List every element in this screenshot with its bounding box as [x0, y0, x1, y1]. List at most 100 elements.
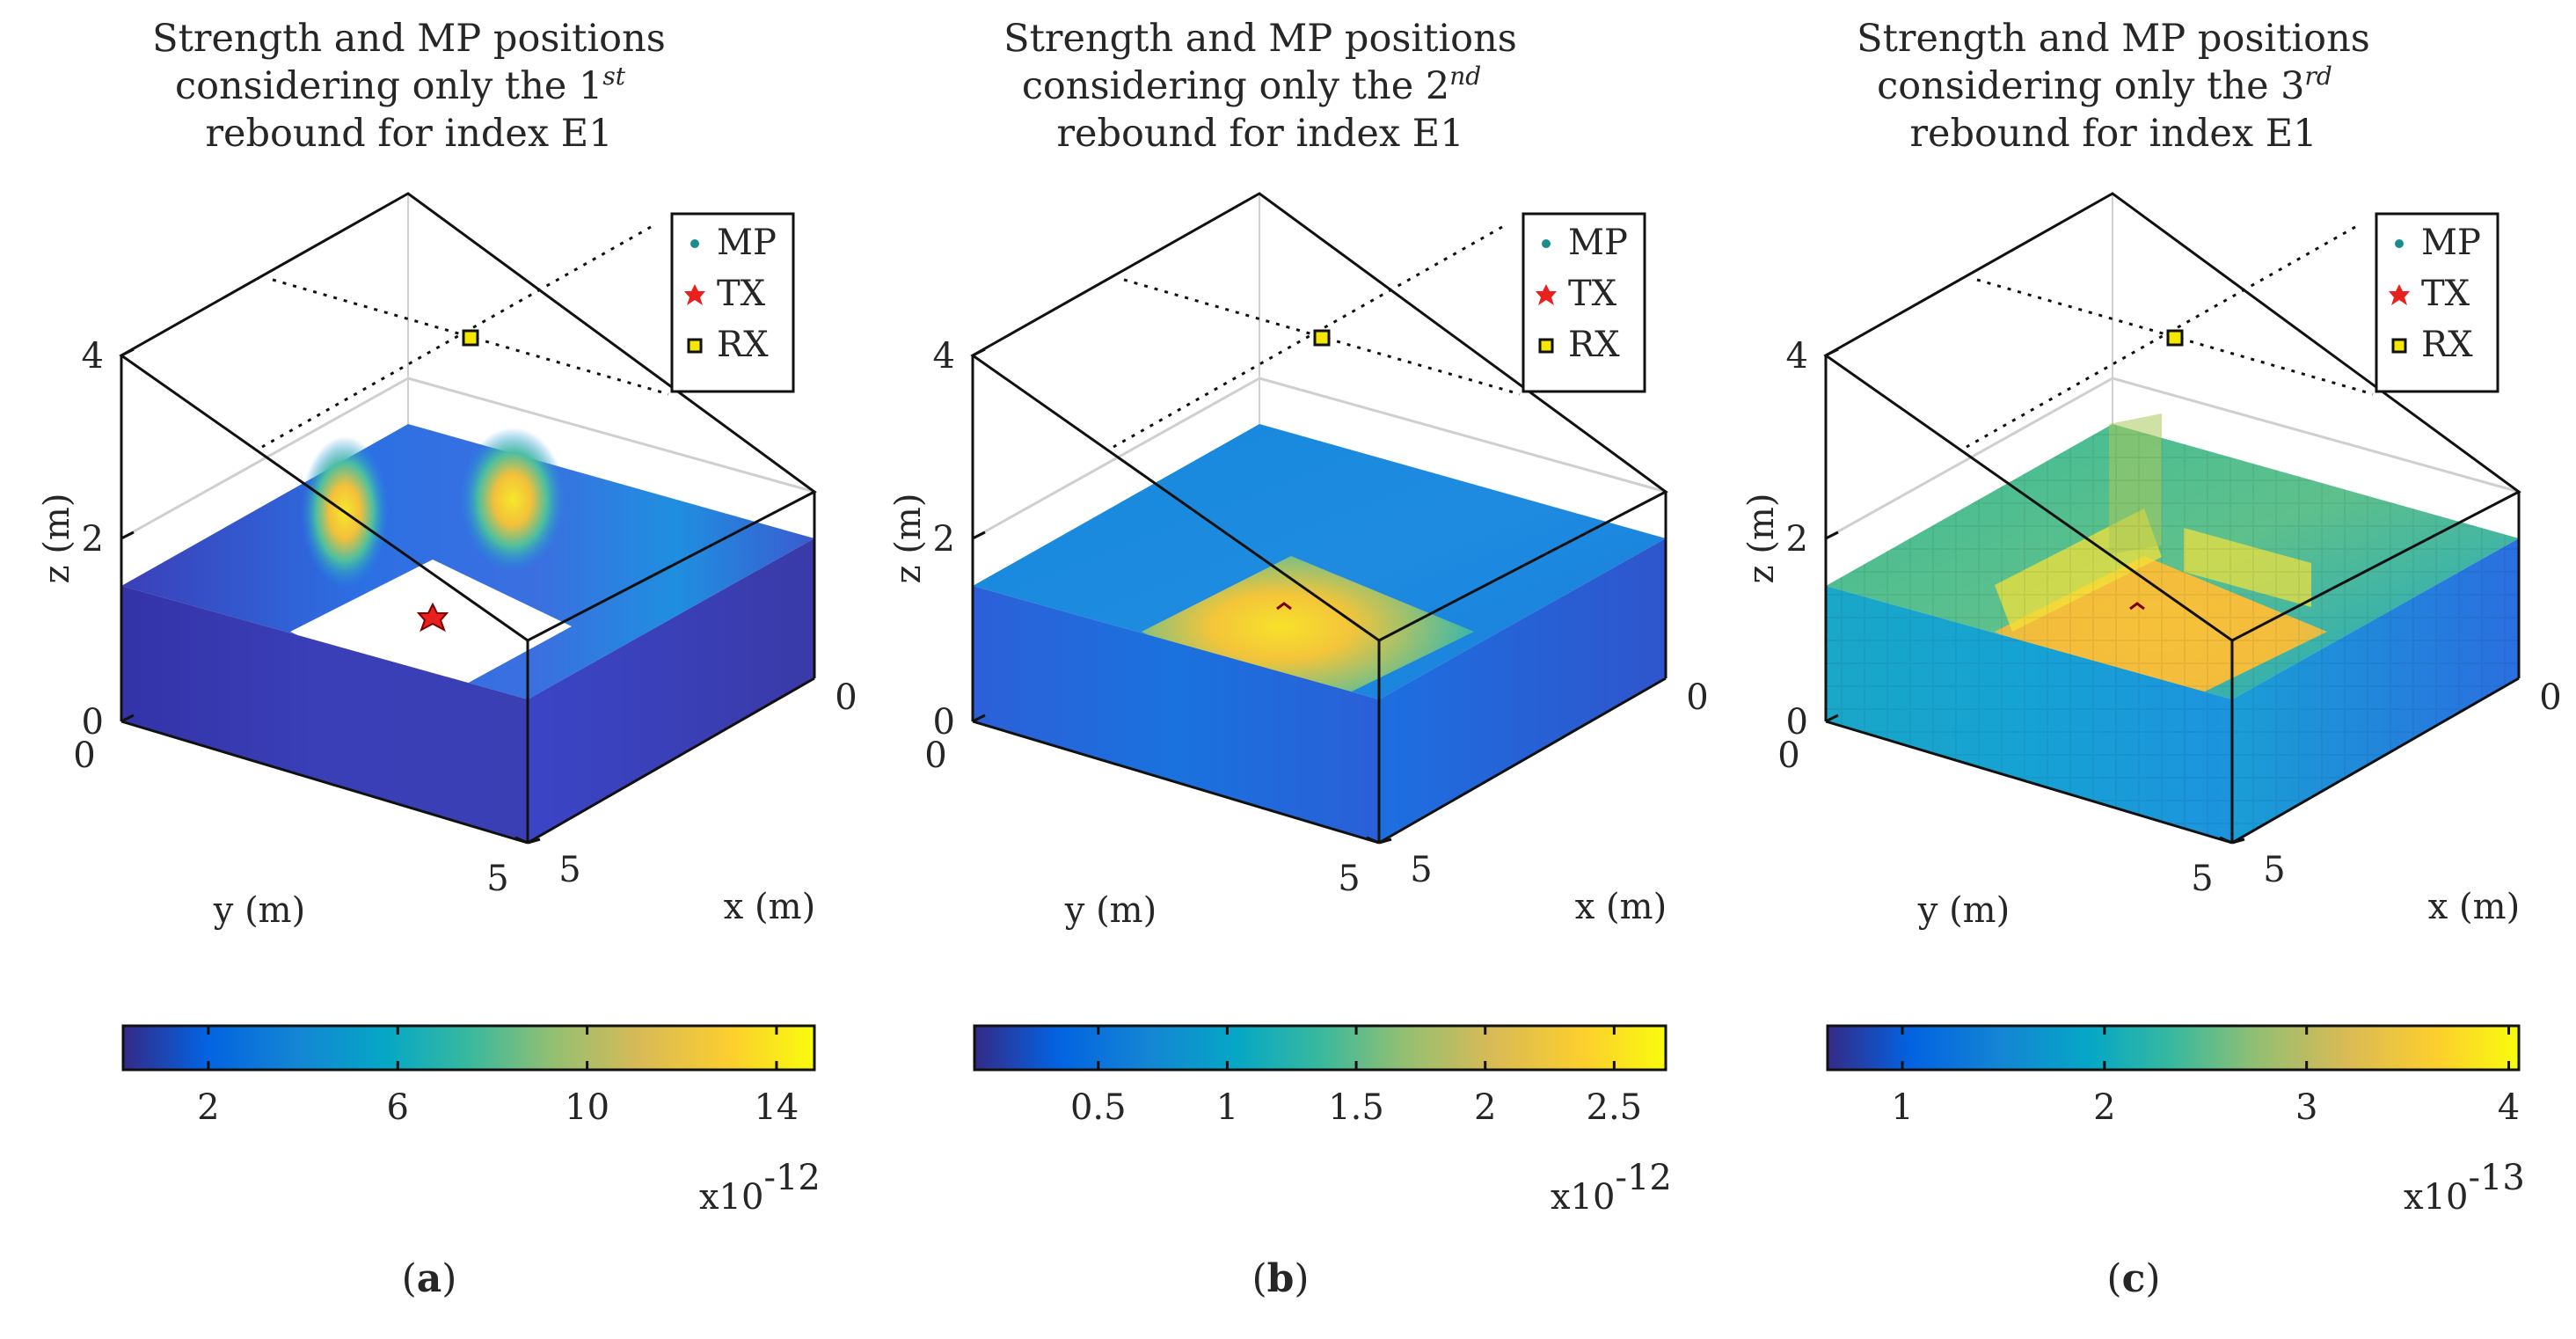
panel-label-open: ( — [2106, 1256, 2121, 1301]
legend-marker-tx — [684, 284, 705, 305]
box-edge-bottom-left — [972, 720, 1380, 845]
tx-marker — [416, 602, 449, 633]
x-tick-label-0: 0 — [835, 677, 857, 718]
legend-label-tx: TX — [1568, 274, 1617, 314]
colorbar-tick-label-2: 3 — [2295, 1087, 2317, 1128]
panel-label: (a) — [402, 1256, 457, 1301]
legend: MP TX RX — [2375, 212, 2499, 393]
colorbar-tick-label-3: 2 — [1474, 1087, 1496, 1128]
colorbar-tick-label-4: 2.5 — [1587, 1087, 1643, 1128]
title-line-3: rebound for index E1 — [1056, 112, 1463, 156]
colorbar-tick-label-2: 1.5 — [1328, 1087, 1384, 1128]
legend-label-mp: MP — [1568, 223, 1628, 263]
legend-marker-rx — [687, 338, 703, 354]
title-line-2: considering only the 2nd — [1022, 62, 1481, 108]
x-axis-label: x (m) — [1575, 887, 1667, 927]
voxel-grid-texture — [1826, 424, 2519, 843]
y-axis-label: y (m) — [1917, 890, 2010, 931]
z-tick-label-1: 2 — [82, 519, 104, 560]
title-line-1: Strength and MP positions — [152, 17, 666, 61]
colorbar-exponent: x10-12 — [699, 1158, 821, 1218]
title-line-1: Strength and MP positions — [1857, 17, 2370, 61]
panel-label-open: ( — [402, 1256, 417, 1301]
rx-marker — [1313, 329, 1331, 347]
z-tick-label-1: 2 — [1786, 519, 1808, 560]
legend: MP TX RX — [1522, 212, 1646, 393]
y-axis-label: y (m) — [213, 890, 305, 931]
y-axis-label: y (m) — [1064, 890, 1157, 931]
title-line-2-text: considering only the 2 — [1022, 64, 1449, 108]
colorbar-frame — [973, 1024, 1667, 1072]
title-line-2-text: considering only the 3 — [1877, 64, 2304, 108]
colorbar-tick-label-1: 6 — [387, 1087, 409, 1128]
x-axis-label: x (m) — [724, 887, 815, 927]
legend-label-tx: TX — [717, 274, 766, 314]
legend-label-rx: RX — [717, 325, 769, 365]
colorbar-tick-label-3: 4 — [2498, 1087, 2520, 1128]
panel-label-open: ( — [1252, 1256, 1266, 1301]
legend-marker-rx — [2391, 338, 2407, 354]
y-tick-mark — [1366, 836, 1380, 845]
legend-label-rx: RX — [2421, 325, 2473, 365]
front-wall-surface — [121, 586, 528, 843]
gridline-z2-right — [407, 377, 815, 494]
x-tick-label-0: 0 — [2539, 677, 2561, 718]
legend-label-tx: TX — [2421, 274, 2470, 314]
title-superscript: rd — [2305, 62, 2332, 91]
box-edge-bottom-right — [1378, 677, 1667, 845]
legend-label-mp: MP — [717, 223, 777, 263]
legend-marker-mp — [1542, 239, 1551, 248]
y-tick-label-0: 0 — [73, 735, 95, 776]
panel-label-close: ) — [1294, 1256, 1309, 1301]
panel-label-close: ) — [2145, 1256, 2160, 1301]
x-tick-label-1: 5 — [2263, 850, 2285, 890]
colorbar-exponent-power: -13 — [2468, 1158, 2524, 1198]
x-tick-mark — [1378, 838, 1392, 845]
z-tick-label-0: 0 — [82, 702, 104, 743]
legend-marker-tx — [1536, 284, 1557, 305]
z-tick-label-2: 4 — [82, 336, 104, 377]
colorbar-tick-label-1: 1 — [1216, 1087, 1238, 1128]
title-superscript: st — [602, 62, 625, 91]
colorbar-exponent-base: x10 — [2404, 1177, 2468, 1218]
z-tick-mark-1 — [1825, 530, 1839, 540]
box-edge-bottom-left — [1825, 720, 2233, 845]
box-edge-bottom-right — [527, 677, 815, 845]
legend-label-mp: MP — [2421, 223, 2481, 263]
colorbar-tick-label-1: 2 — [2093, 1087, 2115, 1128]
z-tick-mark-2 — [972, 348, 986, 357]
colorbar-exponent-base: x10 — [699, 1177, 763, 1218]
panel-label: (b) — [1252, 1256, 1309, 1301]
tx-marker — [2129, 602, 2145, 611]
title-line-2: considering only the 1st — [175, 62, 626, 108]
z-axis-label: z (m) — [37, 494, 77, 584]
x-tick-label-1: 5 — [1410, 850, 1432, 890]
colorbar-gradient — [123, 1026, 814, 1070]
z-tick-mark-0 — [972, 713, 986, 723]
colorbar-exponent: x10-12 — [1551, 1158, 1672, 1218]
z-tick-mark-1 — [120, 530, 135, 540]
y-tick-mark — [2219, 836, 2233, 845]
x-axis-label: x (m) — [2428, 887, 2520, 927]
y-tick-label-1: 5 — [486, 859, 508, 899]
gridline-z2-right — [2112, 377, 2520, 494]
box-edge-bottom-left — [120, 720, 529, 845]
colorbar-frame — [1826, 1024, 2521, 1072]
z-tick-label-2: 4 — [933, 336, 955, 377]
rx-projection-y — [1966, 225, 2356, 449]
rx-projection-y — [1113, 225, 1503, 449]
rx-marker — [462, 329, 479, 347]
y-tick-label-0: 0 — [924, 735, 946, 776]
z-tick-mark-2 — [1825, 348, 1839, 357]
colorbar-gradient — [1828, 1026, 2519, 1070]
gridline-z2-left — [120, 377, 409, 540]
y-tick-label-1: 5 — [1338, 859, 1360, 899]
colorbar-exponent: x10-13 — [2404, 1158, 2525, 1218]
box-edge-bottom-right — [2231, 677, 2520, 845]
z-tick-label-1: 2 — [933, 519, 955, 560]
z-tick-mark-1 — [972, 530, 986, 540]
